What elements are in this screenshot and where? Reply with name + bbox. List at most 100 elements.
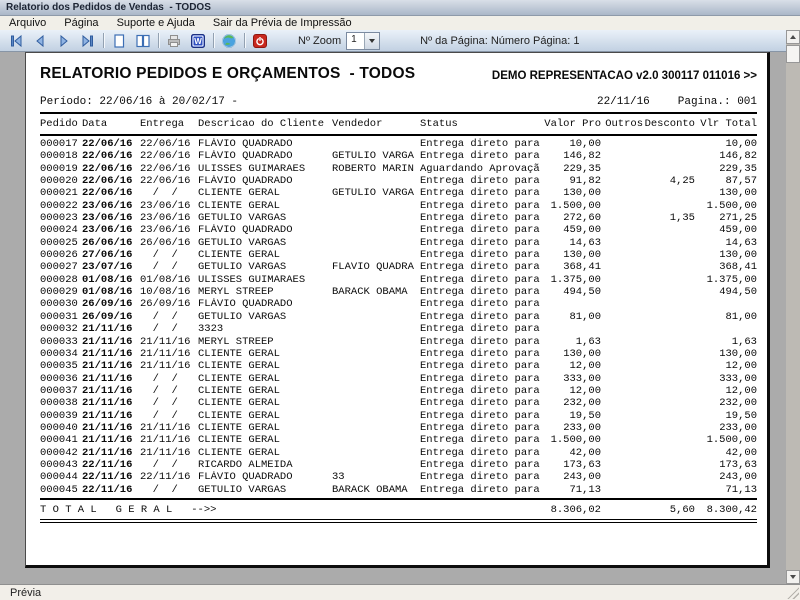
report-page: RELATORIO PEDIDOS E ORÇAMENTOS - TODOS D… bbox=[25, 52, 770, 568]
scroll-down-button[interactable] bbox=[786, 570, 800, 584]
table-row: 000018 22/06/16 22/06/16 FLÁVIO QUADRADO GET… bbox=[40, 150, 757, 163]
single-page-view-button[interactable] bbox=[107, 30, 131, 51]
table-row: 000017 22/06/16 22/06/16 FLÁVIO QUADRADO Ent… bbox=[40, 138, 757, 150]
vertical-scrollbar[interactable] bbox=[786, 30, 800, 584]
page-info-label: Nº da Página: Número Página: 1 bbox=[420, 34, 580, 47]
menu-item-arquivo[interactable]: Arquivo bbox=[9, 17, 47, 29]
report-content: RELATORIO PEDIDOS E ORÇAMENTOS - TODOS D… bbox=[40, 61, 757, 523]
scroll-up-button[interactable] bbox=[786, 30, 800, 44]
print-button[interactable] bbox=[162, 30, 186, 51]
menu-item-sair-da-previa[interactable]: Sair da Prévia de Impressão bbox=[212, 17, 352, 29]
toolbar-separator bbox=[244, 33, 245, 48]
table-header: Pedido Data Entrega Descricao do Cliente… bbox=[40, 114, 757, 136]
chevron-down-icon bbox=[369, 38, 376, 43]
table-row: 000026 27/06/16 / / CLIENTE GERAL Entrega d… bbox=[40, 249, 757, 262]
toolbar-separator bbox=[213, 33, 214, 48]
col-outros: Outros bbox=[601, 114, 643, 136]
total-outros bbox=[601, 500, 643, 519]
previous-page-icon bbox=[36, 34, 44, 47]
power-icon bbox=[253, 33, 267, 48]
col-vendedor: Vendedor bbox=[332, 114, 420, 136]
web-export-button[interactable] bbox=[217, 30, 241, 51]
scrollbar-thumb[interactable] bbox=[786, 45, 800, 63]
two-page-view-button[interactable] bbox=[131, 30, 155, 51]
col-vlr-total: Vlr Total bbox=[695, 114, 757, 136]
rule-top bbox=[40, 112, 757, 114]
zoom-dropdown[interactable]: 1 bbox=[346, 31, 381, 50]
first-page-icon bbox=[11, 34, 22, 47]
table-row: 000031 26/09/16 / / GETULIO VARGAS Entrega … bbox=[40, 310, 757, 323]
total-desconto: 5,60 bbox=[669, 503, 695, 516]
report-company: DEMO REPRESENTACAO v2.0 300117 011016 >> bbox=[491, 70, 757, 82]
close-preview-button[interactable] bbox=[248, 30, 272, 51]
table-row: 000032 21/11/16 / /3323 Entrega direto par… bbox=[40, 323, 540, 336]
status-text: Prévia bbox=[10, 586, 42, 599]
total-label: T O T A L G E R A L -->> bbox=[40, 503, 217, 516]
zoom-label: Nº Zoom bbox=[298, 34, 342, 47]
table-row: 000034 21/11/16 21/11/16 CLIENTE GERAL Entre… bbox=[40, 347, 757, 360]
table-row: 000025 26/06/16 26/06/16 GETULIO VARGAS Entr… bbox=[40, 236, 757, 249]
col-data: Data bbox=[82, 114, 140, 136]
svg-text:W: W bbox=[194, 37, 202, 46]
zoom-dropdown-button[interactable] bbox=[364, 32, 380, 49]
table-row: 000036 21/11/16 / / CLIENTE GERAL Entrega d… bbox=[40, 372, 757, 385]
total-row: T O T A L G E R A L -->> 8.306,02 5,60 8… bbox=[40, 500, 757, 519]
table-row: 000044 22/11/16 22/11/16 FLÁVIO QUADRADO 33 E… bbox=[40, 471, 757, 484]
col-entrega: Entrega bbox=[140, 114, 198, 136]
report-title: RELATORIO PEDIDOS E ORÇAMENTOS - TODOS bbox=[40, 65, 416, 82]
total-valor-pro: 8.306,02 bbox=[550, 503, 601, 516]
report-rows: 000017 22/06/16 22/06/16 FLÁVIO QUADRADO Ent… bbox=[40, 135, 757, 496]
two-page-icon bbox=[136, 34, 150, 47]
chevron-down-icon bbox=[790, 575, 796, 579]
menu-item-pagina[interactable]: Página bbox=[64, 17, 99, 29]
table-row: 000024 23/06/16 23/06/16 FLÁVIO QUADRADO Ent… bbox=[40, 224, 757, 237]
toolbar: W Nº Zoom 1 Nº da Página: Número Página:… bbox=[0, 30, 800, 52]
next-page-icon bbox=[60, 34, 68, 47]
zoom-value: 1 bbox=[351, 33, 357, 45]
table-row: 000028 01/08/16 01/08/16 ULISSES GUIMARAES E… bbox=[40, 273, 757, 286]
col-valor-pro: Valor Pro bbox=[543, 114, 601, 136]
report-periodo: Período: 22/06/16 à 20/02/17 - bbox=[40, 96, 239, 108]
printer-icon bbox=[168, 34, 180, 47]
table-row: 000029 01/08/16 10/08/16 MERYL STREEP BARACK… bbox=[40, 286, 757, 299]
table-row: 000042 21/11/16 21/11/16 CLIENTE GERAL Entre… bbox=[40, 446, 757, 459]
table-row: 000027 23/07/16 / / GETULIO VARGAS FLAVIO Q… bbox=[40, 261, 757, 274]
table-row: 000035 21/11/16 21/11/16 CLIENTE GERAL Entre… bbox=[40, 360, 757, 373]
chevron-up-icon bbox=[790, 35, 796, 39]
table-row: 000023 23/06/16 23/06/16 GETULIO VARGAS Entr… bbox=[40, 212, 757, 225]
menu-item-suporte-e-ajuda[interactable]: Suporte e Ajuda bbox=[116, 17, 195, 29]
word-icon: W bbox=[191, 33, 205, 48]
table-row: 000019 22/06/16 22/06/16 ULISSES GUIMARAES R… bbox=[40, 162, 757, 175]
menu-bar: Arquivo Página Suporte e Ajuda Sair da P… bbox=[0, 16, 800, 30]
single-page-icon bbox=[114, 33, 125, 48]
col-status: Status bbox=[420, 114, 543, 136]
previous-page-button[interactable] bbox=[28, 30, 52, 51]
col-desconto: Desconto bbox=[643, 114, 695, 136]
table-row: 000045 22/11/16 / / GETULIO VARGAS BARACK O… bbox=[40, 483, 757, 496]
report-table: Pedido Data Entrega Descricao do Cliente… bbox=[40, 114, 757, 496]
table-row: 000022 23/06/16 23/06/16 CLIENTE GERAL Entre… bbox=[40, 199, 757, 212]
table-row: 000020 22/06/16 22/06/16 FLÁVIO QUADRADO Ent… bbox=[40, 175, 757, 188]
last-page-icon bbox=[82, 34, 93, 47]
total-vlr-total: 8.300,42 bbox=[706, 503, 757, 516]
col-pedido: Pedido bbox=[40, 114, 82, 136]
table-row: 000040 21/11/16 21/11/16 CLIENTE GERAL Entre… bbox=[40, 421, 757, 434]
table-row: 000043 22/11/16 / / RICARDO ALMEIDA Entrega… bbox=[40, 458, 757, 471]
rule-above-total bbox=[40, 497, 757, 500]
status-bar: Prévia bbox=[0, 584, 800, 600]
col-cliente: Descricao do Cliente bbox=[198, 114, 332, 136]
globe-icon bbox=[222, 33, 236, 48]
resize-grip-icon bbox=[787, 587, 799, 599]
first-page-button[interactable] bbox=[4, 30, 28, 51]
report-page-number: Pagina.: 001 bbox=[677, 96, 757, 108]
table-row: 000041 21/11/16 21/11/16 CLIENTE GERAL Entre… bbox=[40, 434, 757, 447]
table-row: 000021 22/06/16 / / CLIENTE GERAL GETULIO V… bbox=[40, 187, 757, 200]
preview-workspace: RELATORIO PEDIDOS E ORÇAMENTOS - TODOS D… bbox=[0, 52, 800, 584]
export-word-button[interactable]: W bbox=[186, 30, 210, 51]
next-page-button[interactable] bbox=[52, 30, 76, 51]
table-row: 000038 21/11/16 / / CLIENTE GERAL Entrega d… bbox=[40, 397, 757, 410]
last-page-button[interactable] bbox=[76, 30, 100, 51]
table-row: 000030 26/09/16 26/09/16 FLÁVIO QUADRADO Ent… bbox=[40, 298, 540, 311]
table-row: 000033 21/11/16 21/11/16 MERYL STREEP Entreg… bbox=[40, 335, 757, 348]
